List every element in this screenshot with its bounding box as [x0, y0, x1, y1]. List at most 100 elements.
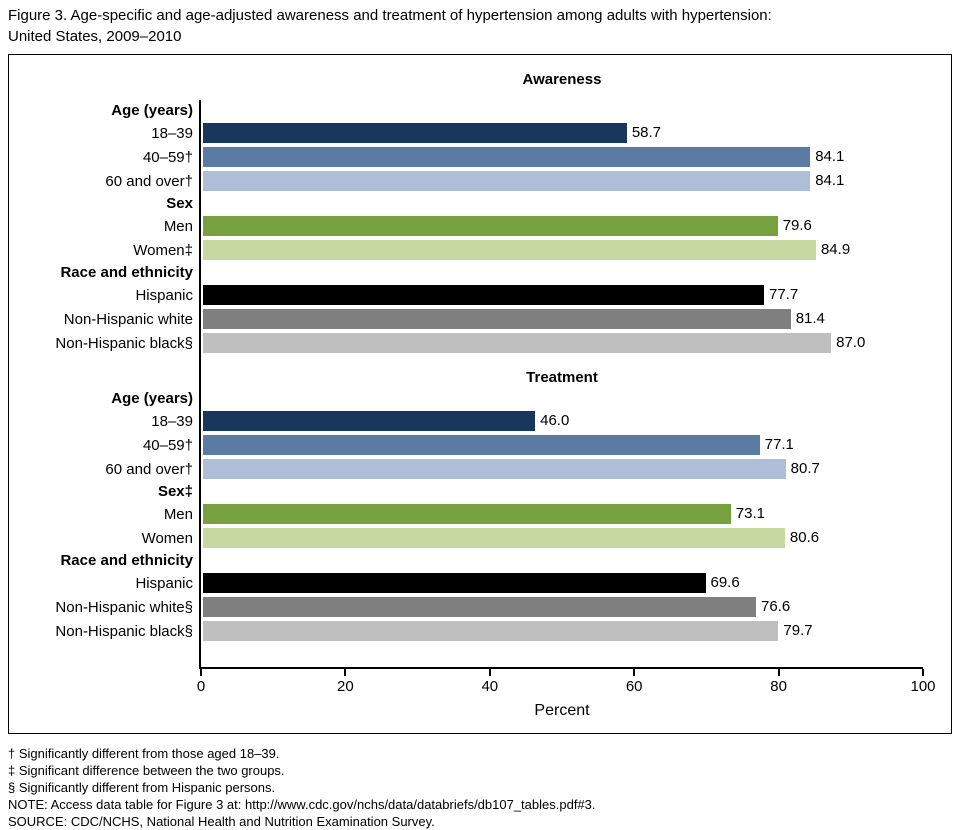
tick-label: 0: [196, 678, 206, 695]
bar-row: Non-Hispanic black§ 87.0: [9, 331, 951, 355]
group-label: Age (years): [111, 102, 193, 119]
x-axis-line: [199, 667, 923, 669]
tick-mark: [344, 669, 347, 676]
bar-label: Hispanic: [135, 574, 193, 592]
bar-value: 69.6: [710, 574, 740, 591]
bar-value: 84.9: [820, 241, 851, 258]
bar: [203, 216, 778, 236]
bar-track: 76.6: [203, 597, 925, 617]
panel-title: Treatment: [526, 369, 598, 386]
bar-row: Non-Hispanic white§ 76.6: [9, 595, 951, 619]
bar-track: 58.7: [203, 123, 925, 143]
group-row: Race and ethnicity: [9, 550, 951, 571]
footnote-double-dagger: ‡ Significant difference between the two…: [8, 763, 285, 778]
figure-title-line1: Figure 3. Age-specific and age-adjusted …: [8, 7, 772, 24]
bar-row: Non-Hispanic white 81.4: [9, 307, 951, 331]
group-label: Race and ethnicity: [60, 264, 193, 281]
tick-mark: [488, 669, 491, 676]
bar-label: 40–59†: [142, 148, 193, 166]
tick-label: 80: [770, 678, 787, 695]
bar: [203, 459, 786, 479]
bar-value: 76.6: [761, 598, 791, 615]
bar-row: Women 80.6: [9, 526, 951, 550]
group-row: Age (years): [9, 100, 951, 121]
bar-label: Hispanic: [135, 286, 193, 304]
group-row: Age (years): [9, 388, 951, 409]
bar-track: 84.9: [203, 240, 925, 260]
x-axis-ticks: [200, 669, 924, 676]
bar-value: 73.1: [735, 505, 765, 522]
bar-label: Women‡: [133, 241, 193, 259]
bar-track: 69.6: [203, 573, 925, 593]
bar-row: 60 and over† 80.7: [9, 457, 951, 481]
panel-title: Awareness: [522, 71, 602, 88]
bar: [203, 597, 757, 617]
tick-label: 60: [625, 678, 643, 695]
bar-row: Men 79.6: [9, 214, 951, 238]
bar-track: 79.7: [203, 621, 925, 641]
bar-value: 58.7: [631, 124, 662, 141]
tick-label: 100: [910, 678, 936, 695]
bar: [203, 621, 779, 641]
bar: [203, 123, 627, 143]
bar-label: Non-Hispanic white: [63, 310, 193, 328]
bar-track: 73.1: [203, 504, 925, 524]
tick-label: 20: [337, 678, 354, 695]
bar-value: 87.0: [836, 334, 866, 351]
bar-value: 77.7: [768, 286, 799, 303]
axis-gap: [9, 643, 951, 667]
bar-row: Non-Hispanic black§ 79.7: [9, 619, 951, 643]
figure-title-line2: United States, 2009–2010: [8, 28, 182, 45]
bar-label: Non-Hispanic white§: [55, 598, 193, 616]
bar-track: 46.0: [203, 411, 925, 431]
group-row: Race and ethnicity: [9, 262, 951, 283]
bar-value: 79.6: [782, 217, 812, 234]
bar: [203, 333, 832, 353]
bar-value: 80.6: [789, 529, 820, 546]
bar-track: 87.0: [203, 333, 925, 353]
bar-row: Hispanic 77.7: [9, 283, 951, 307]
bar: [203, 411, 536, 431]
bar-track: 77.7: [203, 285, 925, 305]
bar: [203, 573, 706, 593]
bar: [203, 285, 764, 305]
bar-value: 80.7: [790, 460, 820, 477]
footnote-dagger: † Significantly different from those age…: [8, 746, 280, 761]
bar: [203, 171, 811, 191]
bar: [203, 240, 816, 260]
bar-label: 60 and over†: [105, 460, 193, 478]
bar-label: Men: [163, 505, 193, 523]
bar-track: 84.1: [203, 171, 925, 191]
bar-row: 40–59† 84.1: [9, 145, 951, 169]
bar-label: 18–39: [151, 412, 193, 430]
group-row: Sex: [9, 193, 951, 214]
bar: [203, 504, 731, 524]
bar-row: Women‡ 84.9: [9, 238, 951, 262]
bar-track: 79.6: [203, 216, 925, 236]
footnote-note: NOTE: Access data table for Figure 3 at:…: [8, 797, 596, 812]
figure-title: Figure 3. Age-specific and age-adjusted …: [0, 0, 960, 54]
bar: [203, 435, 760, 455]
bar-value: 81.4: [795, 310, 825, 327]
bar-value: 84.1: [815, 172, 845, 189]
tick-mark: [633, 669, 636, 676]
chart-frame: Awareness Age (years) 18–39 58.7 40–59† 84.1 6…: [8, 54, 952, 734]
bar: [203, 147, 811, 167]
bar-track: 84.1: [203, 147, 925, 167]
plot-area: Awareness Age (years) 18–39 58.7 40–59† 84.1 6…: [9, 70, 951, 729]
tick-mark: [922, 669, 924, 676]
bar-label: Men: [163, 217, 193, 235]
bar-track: 77.1: [203, 435, 925, 455]
group-label: Age (years): [111, 390, 193, 407]
bar: [203, 309, 791, 329]
bar-label: Women: [141, 529, 193, 547]
tick-mark: [777, 669, 780, 676]
bar-row: Men 73.1: [9, 502, 951, 526]
bar-value: 79.7: [783, 622, 813, 639]
bar-row: Hispanic 69.6: [9, 571, 951, 595]
x-axis-title: Percent: [534, 702, 590, 719]
bar-track: 80.6: [203, 528, 925, 548]
bar-label: Non-Hispanic black§: [55, 622, 193, 640]
footnote-section: § Significantly different from Hispanic …: [8, 780, 276, 795]
y-axis-line: [199, 100, 201, 669]
